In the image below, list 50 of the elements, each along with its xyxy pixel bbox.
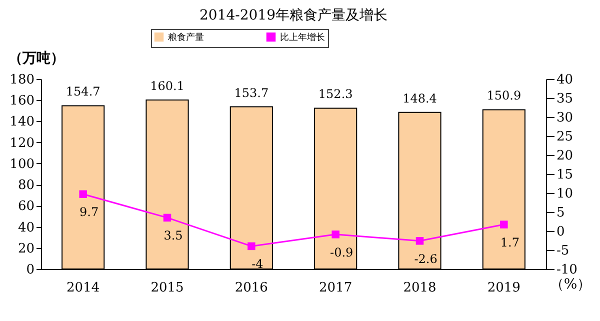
- x-tick-label: 2019: [487, 280, 520, 296]
- data-label: -0.9: [330, 245, 354, 260]
- y-axis-title: （万吨）: [8, 50, 64, 66]
- data-label: 160.1: [150, 79, 184, 94]
- y2-tick-label: 10: [556, 186, 574, 202]
- point: [163, 214, 172, 222]
- y-tick-label: 180: [10, 72, 34, 88]
- x-tick-label: 2016: [234, 280, 268, 296]
- data-label: 154.7: [66, 84, 100, 99]
- y-tick-label: 160: [10, 94, 34, 109]
- y2-tick-label: 35: [556, 92, 574, 106]
- y-tick-label: 120: [10, 136, 34, 151]
- y-tick-label: 20: [18, 241, 34, 256]
- y2-tick-label: 30: [556, 110, 574, 126]
- y-tick-label: 80: [18, 178, 34, 194]
- legend-label: 粮食产量: [168, 32, 204, 44]
- x-tick-label: 2017: [319, 280, 352, 296]
- data-label: -4: [252, 257, 264, 272]
- data-label: 150.9: [486, 88, 522, 103]
- y2-tick-label: -5: [556, 244, 570, 258]
- point: [248, 242, 256, 250]
- x-tick-label: 2014: [66, 280, 100, 296]
- y2-tick-label: 15: [556, 168, 574, 182]
- y-tick-label: 140: [10, 114, 34, 130]
- data-label: 153.7: [234, 86, 269, 100]
- data-label: 3.5: [164, 228, 183, 243]
- y2-tick-label: 0: [556, 224, 565, 240]
- data-label: 1.7: [500, 236, 520, 250]
- data-label: -2.6: [414, 252, 438, 266]
- point: [79, 190, 87, 198]
- y-tick-label: 0: [26, 262, 34, 278]
- chart-title: 2014-2019年粮食产量及增长: [200, 8, 388, 24]
- point: [332, 230, 340, 238]
- point: [416, 237, 424, 245]
- y-tick-label: 40: [18, 220, 34, 236]
- y-tick-label: 60: [18, 199, 34, 214]
- data-label: 152.3: [318, 87, 353, 102]
- x-tick-label: 2018: [403, 280, 436, 296]
- x-tick-label: 2015: [150, 280, 184, 296]
- y2-tick-label: 40: [556, 72, 574, 88]
- point: [500, 220, 508, 228]
- y2-tick-label: -10: [556, 262, 578, 278]
- y2-tick-label: 5: [556, 206, 565, 220]
- y2-tick-label: 25: [556, 130, 574, 144]
- y2-tick-label: 20: [556, 148, 574, 164]
- data-label: 9.7: [80, 205, 99, 220]
- data-label: 148.4: [402, 91, 438, 106]
- y2-axis-title: （%）: [550, 276, 592, 292]
- y-tick-label: 100: [10, 156, 34, 172]
- legend-label: 比上年增长: [280, 32, 325, 44]
